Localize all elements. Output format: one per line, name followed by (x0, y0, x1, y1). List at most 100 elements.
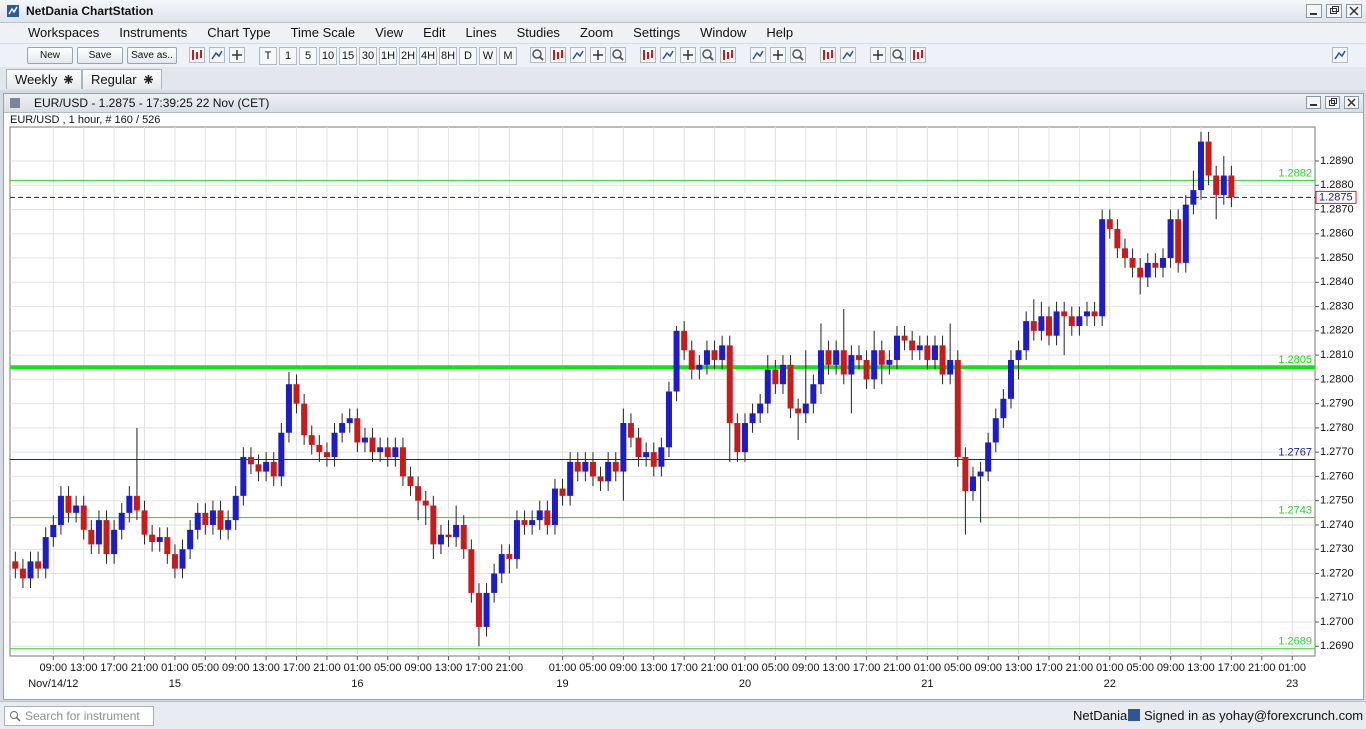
candle-body (855, 355, 862, 360)
x-tick-label: 01:00 (1096, 662, 1124, 674)
period-button[interactable]: 30 (359, 47, 377, 65)
tab-close[interactable] (144, 75, 153, 84)
candle-body (361, 437, 368, 443)
candle-body (703, 350, 710, 365)
menu-item[interactable]: Instruments (119, 25, 188, 40)
toolbar-icon[interactable] (720, 47, 736, 63)
candle-body (1129, 258, 1136, 268)
candle-body (1144, 262, 1151, 278)
candle-body (1205, 141, 1212, 176)
x-tick-label: 13:00 (252, 662, 280, 674)
x-tick-label: 21:00 (1248, 662, 1276, 674)
tab[interactable]: Weekly (6, 69, 82, 89)
y-tick-label: 1.2880 (1320, 179, 1354, 191)
x-tick-label: 17:00 (465, 662, 493, 674)
period-button[interactable]: 1 (279, 47, 297, 65)
menu-item[interactable]: Chart Type (207, 25, 271, 40)
menu-item[interactable]: Help (766, 25, 794, 40)
tab-label[interactable]: Regular (91, 72, 137, 87)
toolbar-icon[interactable] (750, 47, 766, 63)
menu-item[interactable]: Edit (423, 25, 446, 40)
period-button[interactable]: 4H (419, 47, 437, 65)
toolbar-button[interactable]: New (27, 47, 73, 64)
period-button[interactable]: 1H (379, 47, 397, 65)
menu-item[interactable]: Workspaces (28, 25, 100, 40)
period-button[interactable]: D (459, 47, 477, 65)
search-box[interactable]: Search for instrument (4, 706, 154, 726)
toolbar-icon[interactable] (700, 47, 716, 63)
toolbar-icon[interactable] (590, 47, 606, 63)
candle-body (301, 403, 308, 436)
period-button[interactable]: T (259, 47, 277, 65)
menu-item[interactable]: Zoom (579, 25, 614, 40)
period-button[interactable]: W (479, 47, 497, 65)
menu-item[interactable]: Settings (633, 25, 681, 40)
date-label: 20 (739, 678, 751, 690)
toolbar-icon[interactable] (550, 47, 566, 63)
toolbar-icon[interactable] (870, 47, 886, 63)
tab-label[interactable]: Weekly (15, 72, 58, 87)
candle-body (460, 524, 467, 550)
candle-body (1038, 316, 1045, 331)
tab-bar: Weekly Regular (0, 67, 1366, 90)
candle-body (247, 457, 254, 465)
candle-body (719, 345, 726, 360)
candle-body (764, 369, 771, 404)
date-label: 15 (169, 678, 181, 690)
candle-body (217, 510, 224, 530)
toolbar-icon[interactable] (820, 47, 836, 63)
toolbar-icon[interactable] (890, 47, 906, 63)
chart: 1.2690 1.2700 1.2710 1.2720 1.2730 1.2740 1.27… (9, 126, 1357, 690)
candle-body (1053, 311, 1060, 336)
x-tick-label: 17:00 (853, 662, 881, 674)
toolbar-icon[interactable] (840, 47, 856, 63)
toolbar-icon[interactable] (680, 47, 696, 63)
candle-body (878, 350, 885, 365)
period-button[interactable]: 8H (439, 47, 457, 65)
tab[interactable]: Regular (82, 69, 162, 89)
menu-item[interactable]: Lines (465, 25, 497, 40)
y-tick-label: 1.2850 (1320, 252, 1354, 264)
toolbar-icon[interactable] (610, 47, 626, 63)
candle-body (939, 345, 946, 375)
toolbar-icon[interactable] (570, 47, 586, 63)
x-tick-label: 09:00 (404, 662, 432, 674)
candle-body (164, 537, 171, 555)
menu-item[interactable]: Time Scale (290, 25, 356, 40)
candle-body (399, 447, 406, 477)
candle-body (567, 461, 574, 496)
menu-item[interactable]: Window (700, 25, 747, 40)
candle-body (293, 384, 300, 404)
toolbar-icon[interactable] (189, 47, 205, 63)
toolbar-icon[interactable] (790, 47, 806, 63)
toolbar-button[interactable]: Save (77, 47, 123, 64)
toolbar-icon[interactable] (229, 47, 245, 63)
tab-close[interactable] (64, 75, 73, 84)
chart-window-controls[interactable] (1306, 96, 1360, 110)
toolbar-icon[interactable] (660, 47, 676, 63)
period-button[interactable]: 15 (339, 47, 357, 65)
toolbar-icon[interactable] (640, 47, 656, 63)
period-button[interactable]: 2H (399, 47, 417, 65)
candle-body (620, 423, 627, 472)
candle-body (886, 359, 893, 365)
candle-body (863, 359, 870, 380)
candle-body (1068, 316, 1075, 326)
y-tick-label: 1.2730 (1320, 543, 1354, 555)
menu-item[interactable]: Studies (516, 25, 560, 40)
toolbar-icon[interactable] (530, 47, 546, 63)
period-button[interactable]: 10 (319, 47, 337, 65)
date-label: Nov/14/12 (28, 678, 78, 690)
candle-body (840, 350, 847, 375)
toolbar-icon[interactable] (1332, 47, 1348, 63)
menu-item[interactable]: View (375, 25, 404, 40)
period-button[interactable]: 5 (299, 47, 317, 65)
toolbar-button[interactable]: Save as.. (127, 47, 177, 64)
status-bar: Search for instrument NetDania Signed in… (0, 701, 1366, 729)
toolbar-icon[interactable] (209, 47, 225, 63)
toolbar-icon[interactable] (910, 47, 926, 63)
candle-body (795, 408, 802, 414)
period-button[interactable]: M (499, 47, 517, 65)
toolbar-icon[interactable] (770, 47, 786, 63)
window-controls[interactable] (1306, 4, 1362, 19)
